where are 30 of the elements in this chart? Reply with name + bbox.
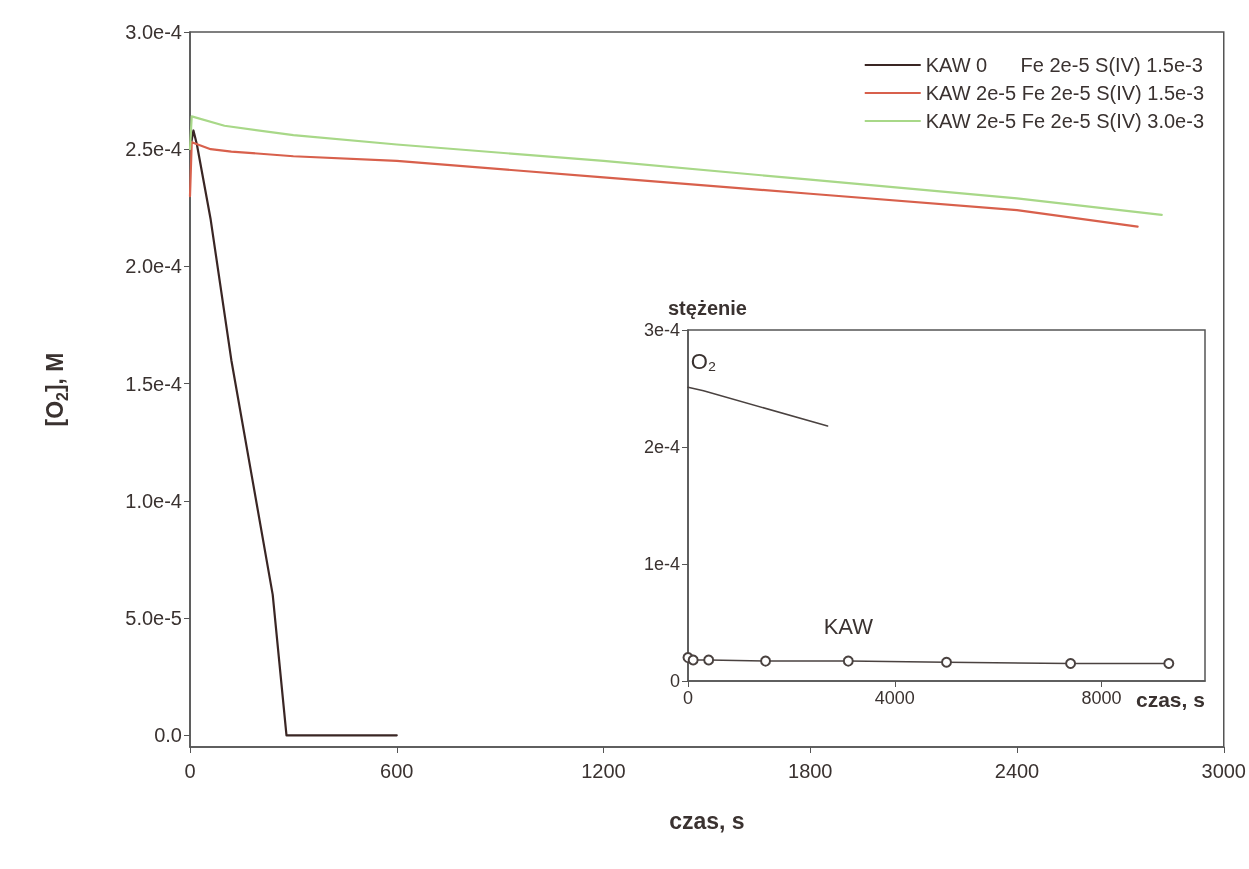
- y-tick-label: 2e-4: [643, 437, 680, 457]
- x-tick-label: 1200: [581, 760, 626, 782]
- x-tick-label: 4000: [874, 688, 915, 708]
- x-axis-title: czas, s: [669, 807, 745, 834]
- y-tick-label: 2.0e-4: [125, 255, 182, 278]
- legend-label: KAW 2e-5 Fe 2e-5 S(IV) 3.0e-3: [925, 110, 1204, 132]
- y-tick-label: 3e-4: [643, 320, 680, 340]
- y-tick-label: 2.5e-4: [125, 138, 182, 161]
- x-tick-label: 2400: [994, 760, 1040, 782]
- y-axis-title: stężenie: [668, 297, 747, 319]
- x-tick-label: 3000: [1201, 760, 1246, 782]
- x-tick-label: 1800: [788, 760, 833, 782]
- x-tick-label: 600: [380, 760, 414, 782]
- legend-label: KAW 0 Fe 2e-5 S(IV) 1.5e-3: [925, 54, 1203, 76]
- series-label: O₂: [690, 349, 717, 375]
- y-tick-label: 3.0e-4: [125, 21, 182, 43]
- legend-label: KAW 2e-5 Fe 2e-5 S(IV) 1.5e-3: [925, 82, 1204, 104]
- y-tick-label: 1.5e-4: [125, 372, 182, 395]
- x-axis-title: czas, s: [1136, 688, 1205, 711]
- y-tick-label: 0: [669, 671, 680, 691]
- x-tick-label: 0: [184, 760, 196, 782]
- line-series: [188, 141, 1139, 228]
- y-tick-label: 5.0e-5: [125, 607, 182, 630]
- y-axis-title: [O2], M: [42, 352, 71, 427]
- x-tick-label: 0: [682, 688, 694, 708]
- series-label: KAW: [823, 614, 874, 640]
- x-tick-label: 8000: [1081, 688, 1122, 708]
- y-tick-label: 0.0: [154, 724, 182, 747]
- y-tick-label: 1.0e-4: [125, 489, 182, 512]
- y-tick-label: 1e-4: [643, 554, 680, 574]
